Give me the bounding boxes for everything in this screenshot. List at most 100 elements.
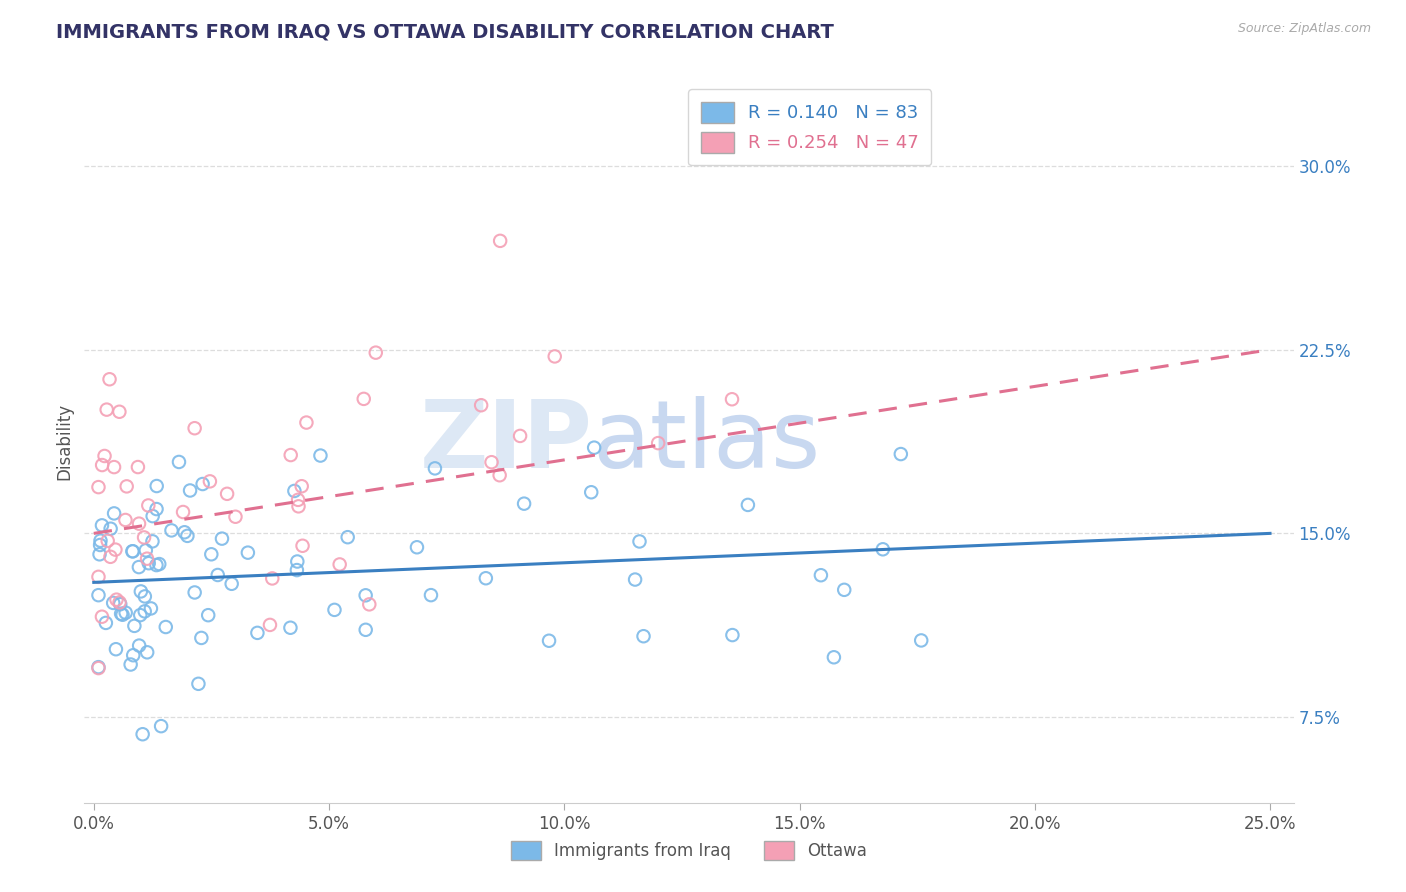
Point [100,522,122,536]
Point [122,544,145,558]
Point [138,556,160,570]
Point [262,571,284,585]
Point [283,483,305,498]
Point [481,455,503,469]
Point [581,485,603,500]
Point [890,447,912,461]
Point [87,660,110,674]
Point [129,584,152,599]
Point [872,542,894,557]
Point [128,639,150,653]
Point [139,601,162,615]
Point [354,623,377,637]
Point [134,590,156,604]
Point [179,483,201,498]
Point [291,539,314,553]
Text: ZIP: ZIP [419,395,592,488]
Point [583,441,606,455]
Point [91,609,114,624]
Point [183,585,205,599]
Point [475,571,498,585]
Point [87,480,110,494]
Point [224,509,246,524]
Point [96,402,118,417]
Point [134,604,156,618]
Point [87,588,110,602]
Point [136,645,159,659]
Point [287,500,309,514]
Point [259,618,281,632]
Point [737,498,759,512]
Text: Source: ZipAtlas.com: Source: ZipAtlas.com [1237,22,1371,36]
Point [420,588,443,602]
Point [323,603,346,617]
Point [810,568,832,582]
Point [329,558,352,572]
Point [87,570,110,584]
Point [141,534,163,549]
Point [217,487,239,501]
Point [114,606,136,620]
Point [280,621,302,635]
Point [183,421,205,435]
Point [176,529,198,543]
Point [89,538,111,552]
Point [406,541,429,555]
Point [136,551,159,566]
Point [538,633,561,648]
Point [105,592,128,607]
Point [91,458,114,472]
Point [128,516,150,531]
Point [150,719,173,733]
Point [488,468,510,483]
Point [132,530,155,544]
Point [489,234,512,248]
Point [167,455,190,469]
Point [823,650,845,665]
Point [136,499,159,513]
Point [115,479,138,493]
Point [633,629,655,643]
Point [173,525,195,540]
Point [309,449,332,463]
Text: atlas: atlas [592,395,821,488]
Point [87,661,110,675]
Point [191,477,214,491]
Point [129,608,152,623]
Point [124,619,146,633]
Point [101,596,124,610]
Point [97,533,120,548]
Point [197,608,219,623]
Point [190,631,212,645]
Point [353,392,375,406]
Point [160,524,183,538]
Point [108,595,131,609]
Point [721,628,744,642]
Point [104,642,127,657]
Y-axis label: Disability: Disability [55,403,73,480]
Point [200,547,222,561]
Point [628,534,651,549]
Point [246,625,269,640]
Point [103,460,125,475]
Point [127,460,149,475]
Point [721,392,744,407]
Legend: Immigrants from Iraq, Ottawa: Immigrants from Iraq, Ottawa [503,834,875,867]
Point [145,479,167,493]
Point [111,607,134,622]
Point [114,513,136,527]
Point [91,518,114,533]
Point [211,532,233,546]
Point [145,502,167,516]
Point [122,648,145,663]
Point [207,568,229,582]
Point [287,492,309,507]
Point [291,479,314,493]
Point [120,657,142,672]
Point [285,555,308,569]
Point [280,448,302,462]
Point [89,533,111,548]
Point [142,509,165,524]
Point [108,405,131,419]
Point [359,598,381,612]
